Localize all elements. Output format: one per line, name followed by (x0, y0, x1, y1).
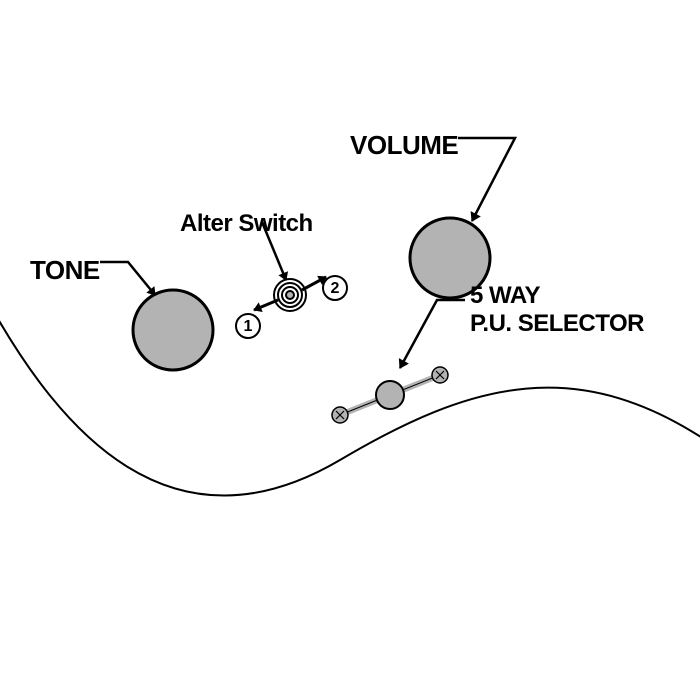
tone-knob (133, 290, 213, 370)
tone-label: TONE (30, 255, 100, 286)
selector-leader (400, 300, 465, 368)
volume-label: VOLUME (350, 130, 458, 161)
tone-leader (100, 262, 155, 295)
marker-number-2: 2 (331, 280, 340, 297)
alter-switch-label: Alter Switch (180, 210, 313, 238)
alter-switch-ring (286, 291, 294, 299)
selector-label-line2: P.U. SELECTOR (470, 310, 644, 338)
marker-number-1: 1 (244, 318, 253, 335)
selector-knob (376, 381, 404, 409)
volume-leader (458, 138, 515, 221)
selector-label-line1: 5 WAY (470, 282, 540, 310)
